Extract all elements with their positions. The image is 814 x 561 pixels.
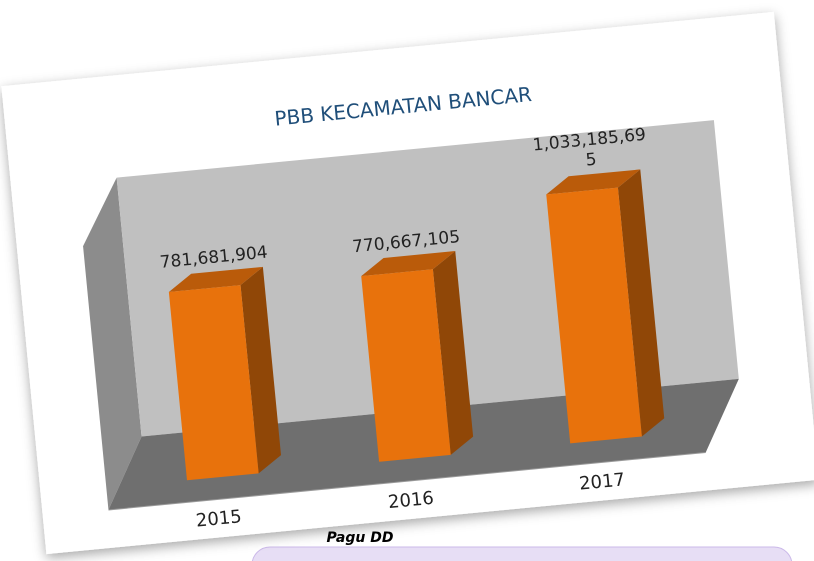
bar-side <box>617 169 665 437</box>
chart-card: PBB KECAMATAN BANCAR 781,681,9042015770,… <box>1 11 814 555</box>
x-tick-label: 2015 <box>195 506 243 531</box>
bar <box>546 187 642 444</box>
x-tick-label: 2016 <box>387 488 435 513</box>
floor-edge <box>108 451 706 511</box>
bar-top <box>361 251 456 277</box>
bar-top <box>546 169 641 195</box>
footer-label: Pagu DD <box>327 530 394 546</box>
bar-top <box>168 266 263 293</box>
footer-panel <box>251 546 793 561</box>
bar-side <box>240 266 282 474</box>
bar <box>168 285 259 481</box>
bar-side <box>432 251 474 455</box>
x-tick-label: 2017 <box>578 469 626 494</box>
bar <box>361 269 451 462</box>
side-wall <box>83 177 142 510</box>
